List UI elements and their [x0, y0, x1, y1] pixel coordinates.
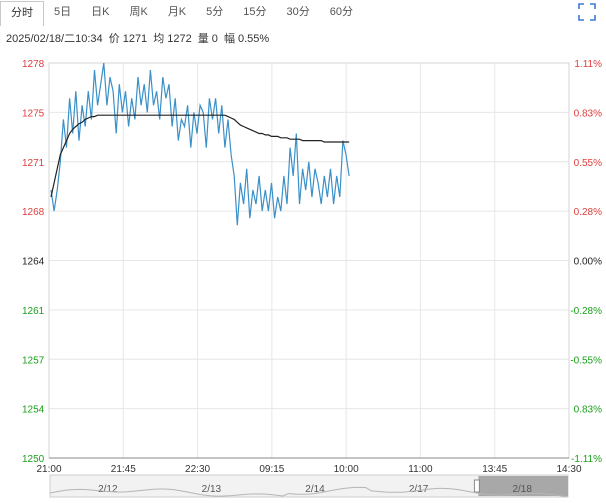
- navigator-date-label: 2/17: [409, 484, 429, 495]
- navigator-selection: [478, 476, 568, 496]
- avg-value: 1272: [167, 33, 192, 45]
- navigator-date-label: 2/13: [202, 484, 222, 495]
- tab-5min[interactable]: 5分: [206, 6, 224, 18]
- x-tick-label: 21:45: [111, 464, 136, 475]
- x-tick-label: 10:00: [334, 464, 359, 475]
- y-tick-label-right: 1.11%: [574, 59, 602, 70]
- y-tick-label-left: 1254: [22, 405, 45, 416]
- x-tick-label: 14:30: [556, 464, 581, 475]
- tab-intraday[interactable]: 分时: [0, 1, 44, 26]
- tab-weekly-k[interactable]: 周K: [129, 6, 148, 18]
- tab-5day[interactable]: 5日: [54, 6, 72, 18]
- tab-monthly-k[interactable]: 月K: [167, 6, 187, 18]
- price-line: [50, 62, 350, 226]
- period-tabs: 分时 5日 日K 周K 月K 5分 15分 30分 60分: [0, 0, 606, 26]
- tab-15min[interactable]: 15分: [243, 6, 267, 18]
- average-price-line: [50, 114, 350, 198]
- y-tick-label-left: 1275: [22, 108, 45, 119]
- tab-60min[interactable]: 60分: [329, 6, 354, 18]
- y-tick-label-right: 0.55%: [574, 158, 602, 169]
- y-tick-label-right: -0.55%: [570, 355, 602, 366]
- y-tick-label-left: 1278: [22, 59, 45, 70]
- navigator-date-label: 2/14: [305, 484, 325, 495]
- x-tick-label: 22:30: [185, 464, 210, 475]
- fullscreen-icon[interactable]: [578, 3, 596, 21]
- y-tick-label-left: 1250: [22, 454, 45, 465]
- volume-value: 0: [211, 33, 218, 45]
- avg-label: 均: [153, 33, 165, 45]
- navigator-date-label: 2/18: [512, 484, 532, 495]
- x-tick-label: 21:00: [36, 464, 61, 475]
- y-tick-label-left: 1264: [22, 257, 45, 268]
- y-tick-label-left: 1268: [22, 207, 45, 218]
- navigator-handle: [473, 479, 480, 493]
- x-tick-label: 11:00: [408, 464, 433, 475]
- tab-30min[interactable]: 30分: [286, 6, 310, 18]
- y-tick-label-right: -0.28%: [570, 306, 602, 317]
- quote-datetime: 2025/02/18/二10:34: [6, 33, 103, 45]
- navigator-trend-line: [49, 486, 569, 498]
- volume-label: 量: [197, 33, 209, 45]
- y-tick-label-right: 0.83%: [574, 108, 602, 119]
- tab-daily-k[interactable]: 日K: [91, 6, 110, 18]
- price-label: 价: [108, 33, 120, 45]
- change-value: 0.55%: [237, 33, 270, 45]
- y-tick-label-right: 0.00%: [574, 257, 602, 268]
- change-label: 幅: [223, 33, 235, 45]
- price-value: 1271: [122, 33, 148, 45]
- x-tick-label: 09:15: [259, 464, 284, 475]
- y-tick-label-right: 0.28%: [574, 207, 602, 218]
- y-tick-label-right: -1.11%: [571, 454, 602, 465]
- y-tick-label-right: 0.83%: [574, 405, 602, 416]
- y-tick-label-left: 1261: [22, 306, 45, 317]
- x-tick-label: 13:45: [482, 464, 507, 475]
- navigator-date-label: 2/12: [98, 484, 118, 495]
- y-tick-label-left: 1257: [22, 355, 45, 366]
- y-tick-label-left: 1271: [22, 158, 45, 169]
